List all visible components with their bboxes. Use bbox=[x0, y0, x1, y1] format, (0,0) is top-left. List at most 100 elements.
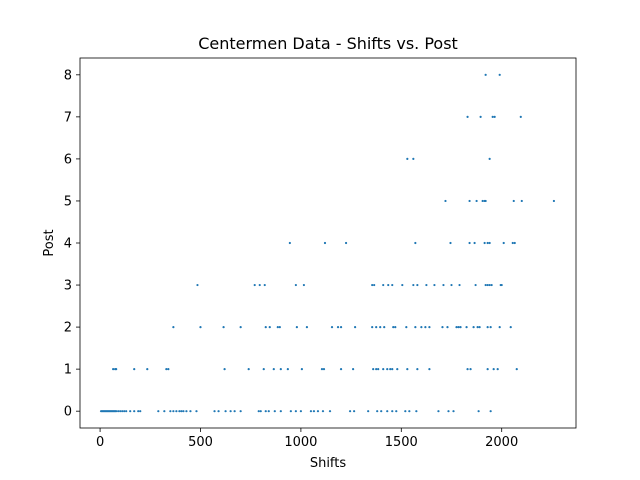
data-point bbox=[123, 410, 126, 413]
x-tick-label: 500 bbox=[188, 435, 213, 450]
data-point bbox=[484, 199, 487, 203]
data-point bbox=[239, 410, 242, 413]
data-point bbox=[496, 368, 499, 371]
data-point bbox=[412, 283, 415, 287]
data-point bbox=[224, 410, 227, 413]
data-point bbox=[354, 325, 357, 329]
data-point bbox=[512, 199, 515, 203]
data-point bbox=[515, 368, 518, 371]
data-point bbox=[376, 410, 379, 413]
data-point bbox=[382, 368, 385, 371]
data-point bbox=[172, 325, 175, 329]
data-point bbox=[433, 283, 436, 287]
data-point bbox=[172, 410, 175, 413]
y-tick-label: 5 bbox=[64, 194, 72, 209]
data-point bbox=[442, 283, 445, 287]
data-point bbox=[386, 368, 389, 371]
data-point bbox=[189, 410, 192, 413]
data-point bbox=[481, 199, 484, 203]
x-axis: 0 500 1000 1500 2000 bbox=[96, 428, 518, 450]
data-point bbox=[199, 325, 202, 329]
data-point bbox=[414, 241, 417, 245]
data-point bbox=[401, 283, 404, 287]
data-point bbox=[117, 410, 120, 413]
data-point bbox=[239, 325, 242, 329]
data-point bbox=[247, 368, 250, 371]
data-point bbox=[279, 368, 282, 371]
data-point bbox=[468, 199, 471, 203]
data-point bbox=[288, 241, 291, 245]
x-tick-label: 0 bbox=[96, 435, 104, 450]
data-point bbox=[371, 283, 374, 287]
y-axis-label: Post bbox=[42, 229, 57, 256]
data-point bbox=[484, 73, 487, 76]
data-point bbox=[476, 325, 479, 329]
data-point bbox=[267, 410, 270, 413]
data-point bbox=[552, 199, 556, 203]
data-point bbox=[330, 325, 334, 329]
data-point bbox=[452, 410, 455, 413]
data-point bbox=[428, 325, 431, 329]
data-point bbox=[455, 325, 458, 329]
data-point bbox=[169, 410, 172, 413]
data-point bbox=[520, 199, 523, 203]
data-point bbox=[222, 325, 225, 329]
data-point bbox=[483, 241, 486, 245]
data-point bbox=[414, 325, 417, 329]
data-point bbox=[305, 325, 309, 329]
data-point bbox=[137, 410, 140, 413]
data-point bbox=[473, 241, 476, 245]
data-point bbox=[477, 410, 480, 413]
data-point bbox=[353, 410, 356, 413]
data-point bbox=[322, 368, 326, 371]
data-point bbox=[486, 368, 489, 371]
data-point bbox=[469, 368, 472, 371]
data-point bbox=[339, 368, 343, 371]
data-point bbox=[272, 368, 275, 371]
data-point bbox=[278, 325, 281, 329]
data-point bbox=[387, 283, 390, 287]
data-point bbox=[391, 283, 394, 287]
data-point bbox=[465, 325, 468, 329]
y-tick-label: 6 bbox=[64, 152, 72, 167]
data-point bbox=[457, 325, 460, 329]
data-point bbox=[119, 410, 122, 413]
data-point bbox=[380, 410, 383, 413]
data-point bbox=[406, 368, 409, 371]
data-point bbox=[133, 410, 136, 413]
data-point bbox=[129, 410, 132, 413]
data-point bbox=[437, 410, 440, 413]
data-point bbox=[182, 410, 185, 413]
data-point bbox=[488, 283, 491, 287]
data-point bbox=[371, 325, 374, 329]
data-point bbox=[115, 368, 118, 371]
data-point bbox=[217, 410, 220, 413]
data-point bbox=[466, 368, 469, 371]
data-point bbox=[352, 368, 355, 371]
data-point bbox=[377, 368, 380, 371]
data-point bbox=[321, 410, 325, 413]
data-point bbox=[223, 368, 226, 371]
data-point bbox=[424, 325, 427, 329]
data-point bbox=[146, 368, 149, 371]
data-point bbox=[263, 283, 266, 287]
data-point bbox=[486, 283, 489, 287]
y-tick-label: 1 bbox=[64, 363, 72, 378]
data-point bbox=[112, 368, 115, 371]
data-point bbox=[391, 368, 394, 371]
data-point bbox=[498, 325, 501, 329]
data-point bbox=[323, 241, 327, 245]
data-point bbox=[125, 410, 128, 413]
data-point bbox=[425, 283, 428, 287]
data-point bbox=[444, 199, 447, 203]
data-point bbox=[257, 410, 260, 413]
chart-title: Centermen Data - Shifts vs. Post bbox=[198, 34, 458, 53]
data-point bbox=[500, 283, 503, 287]
data-point bbox=[372, 368, 375, 371]
data-point bbox=[498, 73, 501, 76]
y-axis: 0 1 2 3 4 5 6 7 8 bbox=[64, 68, 80, 420]
data-point bbox=[294, 410, 297, 413]
data-point bbox=[488, 241, 491, 245]
data-point bbox=[404, 410, 407, 413]
